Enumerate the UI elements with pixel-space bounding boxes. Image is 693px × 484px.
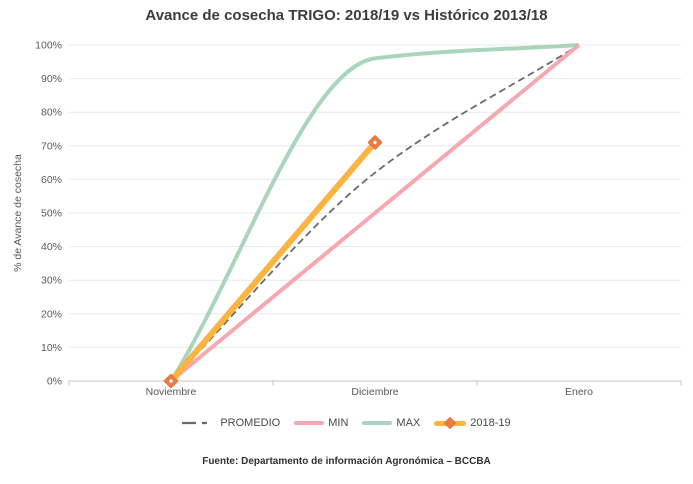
marker-diamond [163,373,179,389]
series-line-min [169,43,581,383]
legend-swatch-solid [362,421,393,425]
legend-label: MAX [396,417,421,429]
legend-label: MIN [328,417,349,429]
legend-swatch-dashed [182,421,217,425]
legend-diamond-icon [443,416,457,430]
y-tick-label: 70% [41,140,62,152]
legend-item-2018-19: 2018-19 [434,416,511,430]
x-axis-label: Diciembre [351,386,398,398]
x-axis-label: Enero [565,386,593,398]
y-tick-label: 80% [41,107,62,119]
legend-item-promedio: PROMEDIO [182,417,280,429]
y-tick-label: 40% [41,241,62,253]
source-note: Fuente: Departamento de información Agro… [202,456,491,467]
y-tick-label: 30% [41,275,62,287]
marker-center-dot [373,140,377,145]
marker-diamond [367,135,383,150]
chart-title: Avance de cosecha TRIGO: 2018/19 vs Hist… [145,7,548,24]
y-tick-label: 90% [41,73,62,85]
legend: PROMEDIO MIN MAX 2018-19 [0,413,693,433]
legend-swatch-line-marker [434,416,467,430]
marker-center-dot [169,379,173,383]
y-tick-label: 50% [41,208,62,220]
y-tick-label: 20% [41,308,62,320]
y-tick-label: 10% [41,342,62,354]
y-tick-label: 60% [41,174,62,186]
y-tick-label: 0% [47,376,62,388]
series-line-max [169,43,580,383]
legend-label: 2018-19 [470,417,511,429]
y-axis-title: % de Avance de cosecha [12,154,24,272]
legend-swatch-solid [294,421,325,425]
legend-item-max: MAX [362,417,420,429]
plot-area: 0% 10% 20% 30% 40% 50% 60% 70% 80% 90% 100% Noviemb… [12,40,682,398]
x-axis-label: Noviembre [146,386,197,398]
y-tick-label: 100% [35,40,62,52]
series-line-promedio [170,44,580,382]
legend-item-min: MIN [294,417,348,429]
series-line-2018-19 [168,140,378,383]
legend-label: PROMEDIO [220,417,281,429]
